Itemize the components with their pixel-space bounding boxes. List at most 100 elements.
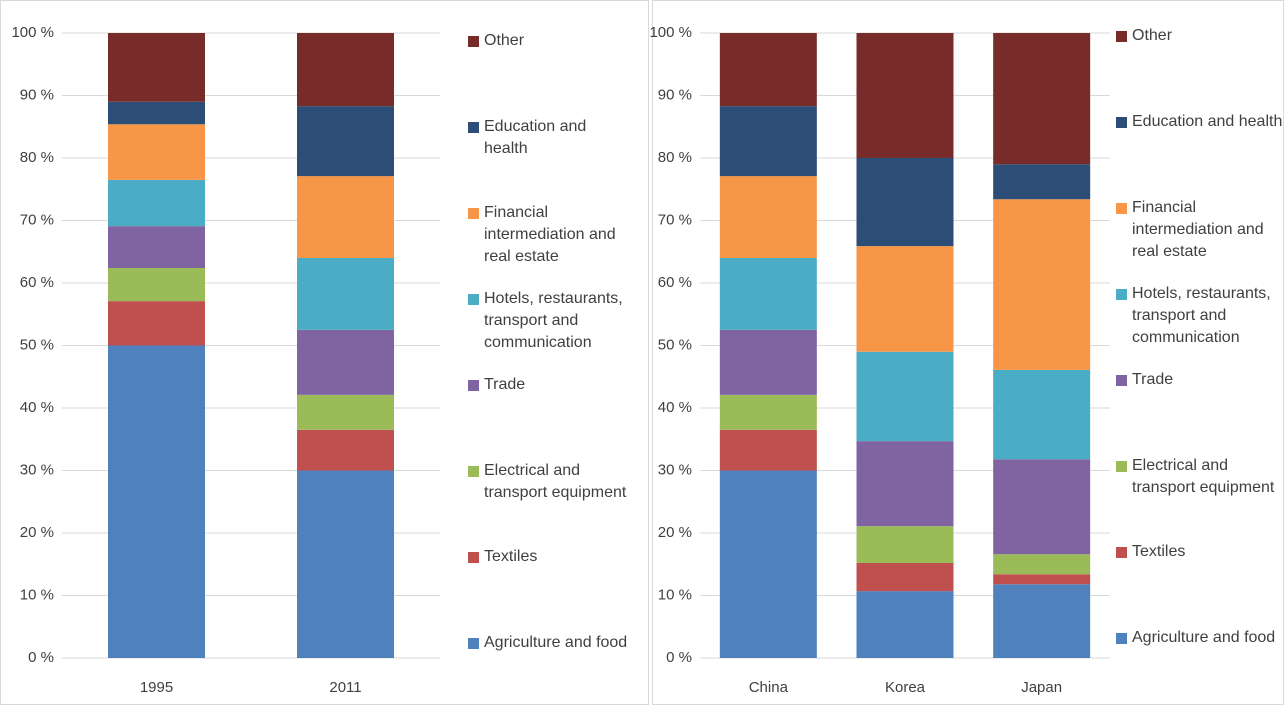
y-tick-label: 80 % [20, 149, 54, 166]
y-tick-label: 10 % [20, 586, 54, 603]
y-tick-label: 70 % [658, 211, 692, 228]
legend-item: Financial intermediation and real estate [468, 202, 628, 268]
bar-segment [993, 574, 1091, 585]
legend-swatch [1116, 203, 1127, 214]
legend-label: Education and health [484, 118, 587, 157]
legend-item: Trade [1116, 369, 1284, 391]
legend-swatch [468, 466, 479, 477]
bar-segment [856, 563, 954, 592]
legend-item: Other [468, 30, 628, 52]
legend-item: Hotels, restaurants, transport and commu… [468, 288, 628, 354]
legend-label: Other [1132, 27, 1173, 44]
legend-swatch [1116, 31, 1127, 42]
legend-item: Textiles [1116, 541, 1284, 563]
y-tick-label: 90 % [20, 86, 54, 103]
legend-item: Electrical and transport equipment [1116, 455, 1284, 499]
bar-segment [719, 106, 817, 177]
bar-segment [856, 526, 954, 563]
bar-segment [856, 33, 954, 158]
y-tick-label: 80 % [658, 149, 692, 166]
legend-label: Education and health [1132, 113, 1283, 130]
y-tick-label: 20 % [658, 524, 692, 541]
legend-label: Other [484, 32, 525, 49]
legend-swatch [1116, 117, 1127, 128]
legend-label: Financial intermediation and real estate [1132, 199, 1264, 260]
bar-segment [856, 246, 954, 352]
y-tick-label: 60 % [658, 274, 692, 291]
y-tick-label: 40 % [658, 399, 692, 416]
y-tick-label: 50 % [658, 336, 692, 353]
bar-segment [297, 470, 394, 658]
legend-label: Electrical and transport equipment [1132, 457, 1275, 496]
y-tick-label: 10 % [658, 586, 692, 603]
bar-segment [108, 33, 205, 102]
y-tick-label: 100 % [649, 24, 692, 41]
bar-segment [297, 106, 394, 177]
y-tick-label: 40 % [20, 399, 54, 416]
legend-label: Financial intermediation and real estate [484, 204, 616, 265]
y-tick-label: 50 % [20, 336, 54, 353]
y-tick-label: 100 % [11, 24, 54, 41]
legend-item: Education and health [1116, 111, 1284, 133]
y-tick-label: 20 % [20, 524, 54, 541]
legend-item: Other [1116, 25, 1284, 47]
legend-swatch [1116, 461, 1127, 472]
y-tick-label: 60 % [20, 274, 54, 291]
bar-segment [108, 268, 205, 302]
bar-segment [719, 470, 817, 658]
bar-segment [993, 199, 1091, 370]
legend-label: Textiles [1132, 543, 1186, 560]
bar-segment [108, 226, 205, 268]
legend-swatch [1116, 375, 1127, 386]
x-tick-label: Korea [885, 679, 926, 696]
legend-label: Agriculture and food [1132, 629, 1276, 646]
x-tick-label: Japan [1021, 679, 1062, 696]
bar-segment [856, 591, 954, 658]
bar-segment [993, 164, 1091, 200]
legend-item: Agriculture and food [468, 632, 628, 654]
bar-segment [856, 351, 954, 442]
legend-swatch [468, 294, 479, 305]
chart-panel [0, 0, 649, 705]
bar-segment [719, 176, 817, 258]
bar-segment [297, 258, 394, 330]
legend-swatch [468, 638, 479, 649]
bar-segment [297, 429, 394, 471]
legend-item: Trade [468, 374, 628, 396]
legend-swatch [1116, 633, 1127, 644]
y-tick-label: 30 % [658, 461, 692, 478]
legend-item: Agriculture and food [1116, 627, 1284, 649]
bar-segment [719, 429, 817, 471]
legend-label: Agriculture and food [484, 634, 628, 651]
legend-swatch [468, 380, 479, 391]
legend-swatch [468, 122, 479, 133]
legend-label: Trade [484, 376, 526, 393]
bar-segment [993, 554, 1091, 575]
x-tick-label: China [749, 679, 789, 696]
bar-segment [108, 345, 205, 658]
legend-label: Electrical and transport equipment [484, 462, 627, 501]
legend-swatch [1116, 547, 1127, 558]
bar-segment [297, 394, 394, 430]
legend-swatch [468, 552, 479, 563]
bar-segment [993, 584, 1091, 658]
bar-segment [297, 176, 394, 258]
y-tick-label: 90 % [658, 86, 692, 103]
bar-segment [719, 394, 817, 430]
legend-item: Electrical and transport equipment [468, 460, 628, 504]
legend-item: Education and health [468, 116, 628, 160]
bar-segment [108, 179, 205, 227]
bar-segment [297, 33, 394, 107]
x-tick-label: 1995 [140, 679, 173, 696]
bar-segment [993, 459, 1091, 555]
bar-segment [719, 33, 817, 107]
bar-segment [993, 33, 1091, 165]
legend-item: Textiles [468, 546, 628, 568]
legend-item: Hotels, restaurants, transport and commu… [1116, 283, 1284, 349]
legend-label: Hotels, restaurants, transport and commu… [1132, 285, 1271, 346]
legend-label: Trade [1132, 371, 1174, 388]
legend-item: Financial intermediation and real estate [1116, 197, 1284, 263]
y-tick-label: 0 % [28, 649, 54, 666]
